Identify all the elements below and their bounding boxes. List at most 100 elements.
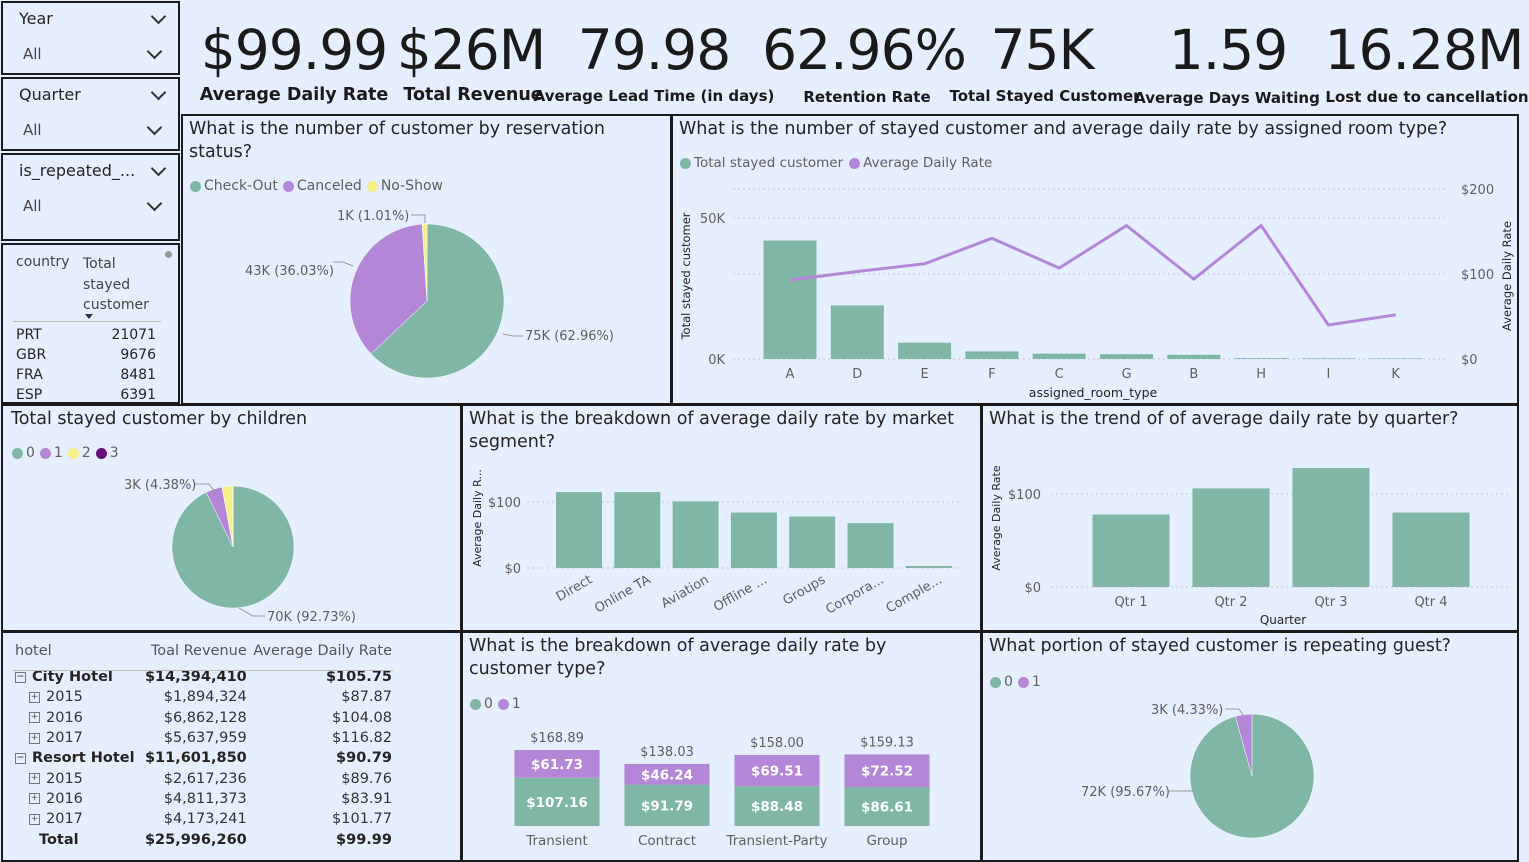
table-row[interactable]: +2015 $2,617,236 $89.76 [15, 768, 392, 788]
scrollbar-thumb[interactable] [165, 251, 172, 258]
quarter-chart[interactable]: What is the trend of of average daily ra… [981, 404, 1519, 632]
pie-slice[interactable] [370, 223, 505, 379]
expand-icon[interactable]: + [29, 773, 40, 785]
total-stayed-header[interactable]: Total stayed customer [83, 254, 149, 316]
bar-segment[interactable] [624, 763, 710, 785]
legend-label: 1 [511, 696, 521, 712]
table-row[interactable]: +2017 $4,173,241 $101.77 [15, 809, 392, 829]
slicer-quarter-value[interactable]: All [23, 121, 42, 139]
bar[interactable] [1192, 488, 1270, 587]
chevron-down-icon[interactable] [150, 8, 167, 25]
legend-item[interactable]: No-Show [366, 178, 443, 194]
bar[interactable] [556, 492, 602, 568]
chevron-down-icon[interactable] [150, 84, 167, 101]
x-tick: Qtr 1 [1114, 595, 1147, 610]
hotel-cell: − City Hotel [15, 667, 140, 687]
bar[interactable] [898, 342, 952, 359]
adr-cell: $105.75 [325, 669, 392, 686]
bar[interactable] [965, 351, 1019, 359]
bar-segment[interactable] [514, 777, 600, 826]
hotel-header[interactable]: hotel [15, 643, 52, 659]
table-row[interactable]: ESP 6391 [16, 385, 156, 402]
revenue-header[interactable]: Toal Revenue [150, 643, 247, 659]
table-row[interactable]: − Resort Hotel $11,601,850 $90.79 [15, 748, 392, 768]
bar[interactable] [730, 512, 777, 568]
bar-segment[interactable] [514, 750, 600, 778]
legend-item[interactable]: Average Daily Rate [849, 155, 992, 171]
legend-item[interactable]: 1 [39, 445, 63, 461]
table-row[interactable]: GBR 9676 [16, 345, 156, 365]
table-row[interactable]: +2015 $1,894,324 $87.87 [15, 687, 392, 707]
bar[interactable] [830, 305, 884, 359]
bar[interactable] [1392, 512, 1470, 587]
legend-item[interactable]: Check-Out [190, 178, 278, 194]
bar[interactable] [1369, 358, 1423, 359]
chevron-down-icon[interactable] [146, 195, 163, 212]
table-row[interactable]: Total $25,996,260 $99.99 [15, 829, 392, 849]
customer-type-chart[interactable]: What is the breakdown of average daily r… [461, 631, 982, 862]
table-row[interactable]: +2017 $5,637,959 $116.82 [15, 728, 392, 748]
expand-icon[interactable]: + [29, 691, 40, 703]
legend-item[interactable]: 1 [1017, 674, 1041, 690]
expand-icon[interactable]: + [29, 712, 40, 724]
bar[interactable] [1167, 354, 1221, 359]
bar-segment[interactable] [844, 787, 930, 826]
expand-icon[interactable]: + [29, 813, 40, 825]
legend-item[interactable]: 2 [67, 445, 91, 461]
bar[interactable] [905, 566, 952, 568]
sort-desc-icon[interactable] [85, 314, 93, 319]
table-row[interactable]: +2016 $6,862,128 $104.08 [15, 708, 392, 728]
legend-item[interactable]: 3 [95, 445, 119, 461]
pie-slice[interactable] [1235, 713, 1253, 777]
legend-item[interactable]: 0 [12, 445, 35, 461]
legend-item[interactable]: 1 [497, 696, 521, 712]
bar[interactable] [1301, 358, 1355, 359]
slicer-is-repeated-value[interactable]: All [23, 197, 42, 215]
room-type-chart[interactable]: What is the number of stayed customer an… [671, 114, 1519, 405]
legend-item[interactable]: Canceled [282, 178, 362, 194]
repeat-guest-chart[interactable]: What portion of stayed customer is repea… [981, 631, 1519, 862]
market-segment-chart[interactable]: What is the breakdown of average daily r… [461, 404, 982, 632]
bar[interactable] [1100, 354, 1153, 359]
slicer-quarter[interactable]: Quarter All [1, 77, 180, 151]
chevron-down-icon[interactable] [146, 119, 163, 136]
legend-item[interactable]: 0 [990, 674, 1013, 690]
chevron-down-icon[interactable] [150, 160, 167, 177]
slicer-is-repeated[interactable]: is_repeated_... All [1, 153, 180, 241]
bar-segment[interactable] [734, 754, 820, 787]
slicer-year[interactable]: Year All [1, 1, 180, 75]
table-row[interactable]: +2016 $4,811,373 $83.91 [15, 789, 392, 809]
pie-slice[interactable] [349, 223, 428, 355]
bar[interactable] [789, 516, 836, 568]
slicer-year-value[interactable]: All [23, 45, 42, 63]
adr-header[interactable]: Average Daily Rate [253, 643, 392, 659]
bar[interactable] [1234, 358, 1288, 359]
scrollbar[interactable] [165, 251, 172, 401]
bar[interactable] [1032, 353, 1086, 359]
bar[interactable] [847, 523, 894, 568]
legend-item[interactable]: Total stayed customer [680, 155, 843, 171]
legend-item[interactable]: 0 [470, 696, 493, 712]
country-header[interactable]: country [16, 254, 70, 270]
bar-segment[interactable] [844, 754, 930, 788]
expand-icon[interactable]: + [29, 732, 40, 744]
bar[interactable] [763, 240, 817, 359]
table-row[interactable]: FRA 8481 [16, 365, 156, 385]
hotel-cell: +2015 [15, 687, 140, 707]
pie-slice[interactable] [421, 223, 428, 302]
bar[interactable] [1292, 467, 1370, 587]
collapse-icon[interactable]: − [15, 671, 26, 683]
bar-segment[interactable] [624, 784, 710, 826]
bar-segment[interactable] [734, 786, 820, 826]
bar[interactable] [1092, 514, 1170, 587]
reservation-status-chart[interactable]: What is the number of customer by reserv… [181, 114, 672, 405]
collapse-icon[interactable]: − [15, 752, 26, 764]
slicer-is-repeated-label: is_repeated_... [19, 161, 136, 180]
table-row[interactable]: PRT 21071 [16, 325, 156, 345]
chevron-down-icon[interactable] [146, 43, 163, 60]
bar[interactable] [672, 501, 719, 568]
bar[interactable] [614, 492, 661, 568]
children-chart[interactable]: Total stayed customer by children 0 1 2 … [1, 404, 462, 632]
expand-icon[interactable]: + [29, 793, 40, 805]
table-row[interactable]: − City Hotel $14,394,410 $105.75 [15, 667, 392, 687]
